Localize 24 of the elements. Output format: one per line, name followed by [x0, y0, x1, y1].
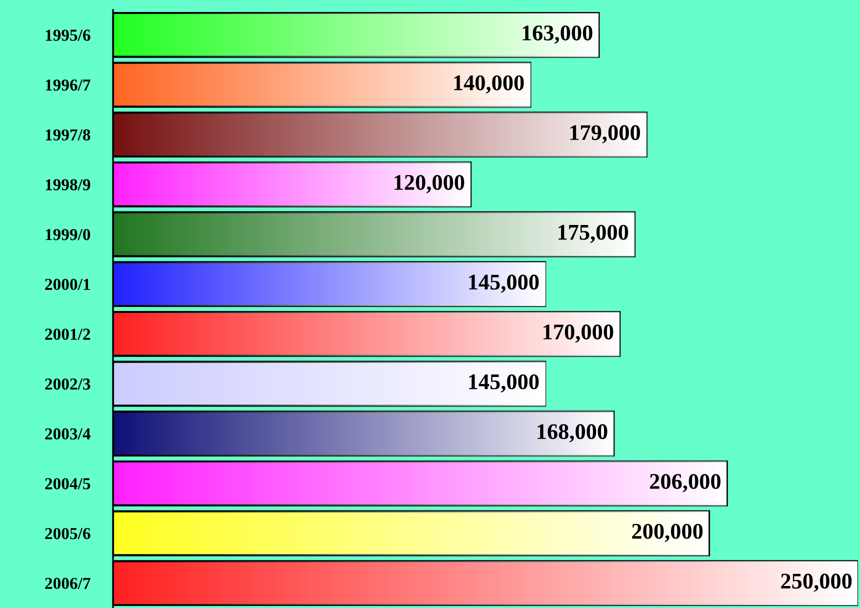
data-label: 200,000 — [632, 524, 703, 542]
data-label: 140,000 — [454, 75, 524, 94]
data-label: 168,000 — [538, 424, 608, 442]
data-label: 179,000 — [570, 125, 640, 144]
y-tick-label: 2002/3 — [45, 378, 90, 390]
data-label: 145,000 — [469, 274, 539, 293]
y-tick-label: 1997/8 — [46, 129, 90, 141]
data-label: 170,000 — [544, 324, 614, 343]
y-tick-label: 2001/2 — [45, 328, 90, 340]
data-label: 206,000 — [650, 474, 720, 492]
data-label: 145,000 — [469, 374, 539, 393]
y-tick-label: 2005/6 — [45, 528, 90, 540]
data-label: 175,000 — [558, 224, 628, 244]
y-tick-label: 2004/5 — [45, 478, 90, 490]
data-label: 120,000 — [394, 174, 464, 194]
data-label: 250,000 — [781, 574, 852, 592]
y-tick-label: 2006/7 — [45, 578, 90, 590]
y-tick-label: 1999/0 — [46, 228, 90, 240]
y-tick-label: 2000/1 — [45, 278, 90, 290]
y-tick-label: 1996/7 — [46, 79, 90, 91]
y-tick-label: 1998/9 — [46, 179, 90, 190]
data-label: 163,000 — [522, 25, 592, 44]
y-tick-label: 2003/4 — [45, 428, 90, 440]
y-tick-label: 1995/6 — [46, 30, 90, 41]
